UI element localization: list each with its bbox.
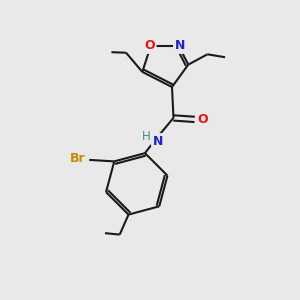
Text: N: N bbox=[153, 135, 163, 148]
Text: O: O bbox=[198, 113, 208, 126]
Text: H: H bbox=[142, 130, 151, 143]
Text: N: N bbox=[175, 39, 185, 52]
Text: Br: Br bbox=[70, 152, 86, 165]
Text: O: O bbox=[144, 39, 155, 52]
